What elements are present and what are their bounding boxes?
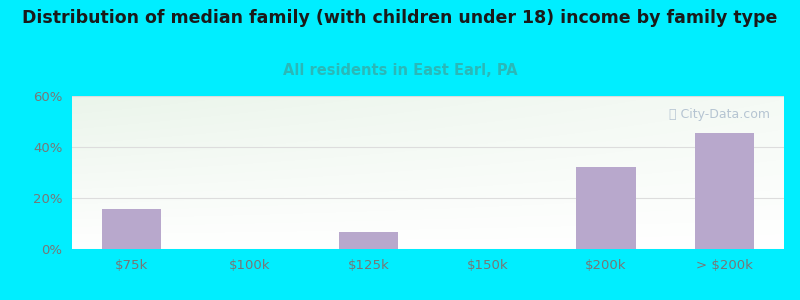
Text: All residents in East Earl, PA: All residents in East Earl, PA [282, 63, 518, 78]
Text: Distribution of median family (with children under 18) income by family type: Distribution of median family (with chil… [22, 9, 778, 27]
Bar [576, 167, 636, 249]
Text: ⓘ City-Data.com: ⓘ City-Data.com [669, 108, 770, 121]
Bar [102, 209, 161, 249]
Bar [339, 232, 398, 249]
Bar [695, 133, 754, 249]
